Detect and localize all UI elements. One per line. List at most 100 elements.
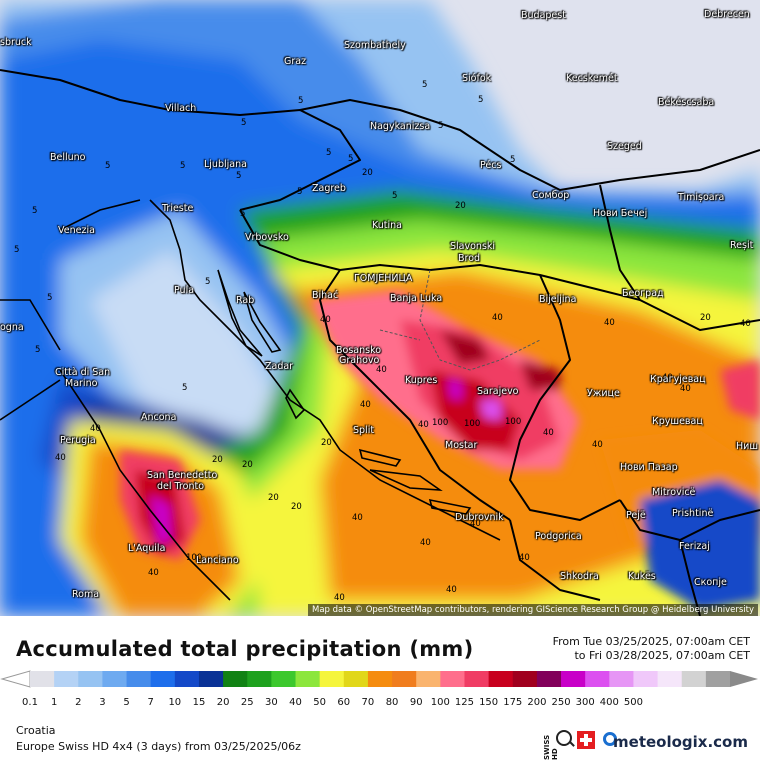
contour-value: 40 <box>519 553 530 563</box>
contour-value: 20 <box>242 460 253 470</box>
legend-tick: 60 <box>337 697 351 708</box>
contour-value: 100 <box>505 417 521 427</box>
city-label: Reșit <box>730 240 754 251</box>
legend-tick: 50 <box>313 697 327 708</box>
legend-tick: 500 <box>623 697 643 708</box>
city-label: Pejë <box>626 510 646 521</box>
contour-value: 40 <box>680 384 691 394</box>
legend-color-swatch <box>30 671 55 687</box>
city-label: Rab <box>236 295 255 306</box>
city-label: San Benedetto <box>147 470 218 481</box>
city-label: ГОМЈЕНИЦА <box>354 273 413 284</box>
legend-tick: 90 <box>409 697 423 708</box>
city-label: Szeged <box>607 141 642 152</box>
legend-color-swatch <box>54 671 79 687</box>
legend-color-swatch <box>512 671 538 687</box>
city-label: Podgorica <box>535 531 582 542</box>
contour-value: 5 <box>326 148 331 158</box>
city-label: Ancona <box>141 412 177 423</box>
contour-value: 20 <box>455 201 466 211</box>
city-label: Split <box>353 425 375 436</box>
city-label: Banja Luka <box>390 293 443 304</box>
legend-color-swatch <box>633 671 659 687</box>
contour-value: 5 <box>205 277 210 287</box>
contour-value: 40 <box>662 373 673 383</box>
legend-color-swatch <box>319 671 345 687</box>
city-label: Kupres <box>405 375 438 386</box>
contour-value: 40 <box>592 440 603 450</box>
contour-value: 40 <box>55 453 66 463</box>
legend-color-swatch <box>681 671 707 687</box>
magnifier-icon[interactable] <box>556 730 572 746</box>
city-label: Prishtinë <box>672 508 714 519</box>
legend-color-swatch <box>223 671 248 687</box>
city-label: Villach <box>165 103 197 114</box>
city-label: Сомбор <box>532 190 570 201</box>
city-label: Kutina <box>372 220 402 231</box>
city-label: Békéscsaba <box>658 97 715 108</box>
legend-color-swatch <box>464 671 490 687</box>
legend-color-swatch <box>78 671 103 687</box>
contour-value: 5 <box>298 96 303 106</box>
city-label: Pula <box>174 285 195 296</box>
legend-color-swatch <box>609 671 634 687</box>
contour-value: 100 <box>186 553 202 563</box>
model-run-label: Europe Swiss HD 4x4 (3 days) from 03/25/… <box>16 740 301 753</box>
city-label: Debrecen <box>704 9 750 20</box>
precipitation-map[interactable]: 5 5 5 5 5 5 5 5 5 5 5 5 5 5 5 5 5 5 5 5 20 20 20 20 20 20 20 20 40 40… <box>0 0 760 616</box>
legend-color-swatch <box>126 671 152 687</box>
contour-value: 40 <box>446 585 457 595</box>
legend-tick: 1 <box>50 697 58 708</box>
city-label: Dubrovnik <box>455 512 504 523</box>
contour-value: 5 <box>510 155 515 165</box>
city-label: Shkodra <box>560 571 599 582</box>
contour-value: 40 <box>352 513 363 523</box>
contour-value: 20 <box>268 493 279 503</box>
legend-color-swatch <box>416 671 441 687</box>
contour-value: 40 <box>740 319 751 329</box>
city-label: Крагујевац <box>650 374 706 385</box>
contour-value: 40 <box>148 568 159 578</box>
legend-tick: 20 <box>216 697 230 708</box>
city-label: sbruck <box>0 37 32 48</box>
legend-tick: 80 <box>385 697 399 708</box>
city-label: Kecskemét <box>566 73 618 84</box>
region-label: Croatia <box>16 724 56 737</box>
city-label: Mostar <box>445 440 478 451</box>
legend-color-swatch <box>488 671 514 687</box>
legend-color-swatch <box>247 671 272 687</box>
legend-color-swatch <box>198 671 224 687</box>
forecast-period: From Tue 03/25/2025, 07:00am CET to Fri … <box>553 635 750 663</box>
city-label: Ужице <box>587 388 620 399</box>
city-label: Zagreb <box>312 183 346 194</box>
city-label: Sarajevo <box>477 386 519 397</box>
legend-tick: 0.1 <box>22 697 38 708</box>
contour-value: 40 <box>334 593 345 603</box>
city-label: Vrbovsko <box>245 232 289 243</box>
legend-color-swatch <box>150 671 176 687</box>
legend-tick: 2 <box>75 697 82 708</box>
legend-color-swatch <box>585 671 610 687</box>
contour-value: 5 <box>47 293 52 303</box>
contour-value: 40 <box>420 538 431 548</box>
contour-value: 40 <box>543 428 554 438</box>
meteologix-brand[interactable]: meteologix.com <box>613 733 748 751</box>
city-label: Venezia <box>58 225 95 236</box>
city-label: Ferizaj <box>679 541 710 552</box>
city-label: Belluno <box>50 152 86 163</box>
legend-tick: 5 <box>123 697 130 708</box>
city-label: del Tronto <box>157 481 205 492</box>
legend-color-swatch <box>561 671 586 687</box>
legend-tick: 3 <box>99 697 106 708</box>
city-label: Bihać <box>312 290 339 301</box>
legend-tick: 30 <box>265 697 278 708</box>
city-label: Нови Пазар <box>620 462 678 473</box>
city-label: Siófok <box>462 73 492 84</box>
legend-color-swatch <box>102 671 128 687</box>
legend-color-swatch <box>440 671 465 687</box>
contour-value: 5 <box>14 245 19 255</box>
city-label: Brod <box>458 253 481 264</box>
city-label: Zadar <box>265 361 294 372</box>
contour-value: 5 <box>392 191 397 201</box>
legend-tick: 70 <box>361 697 375 708</box>
